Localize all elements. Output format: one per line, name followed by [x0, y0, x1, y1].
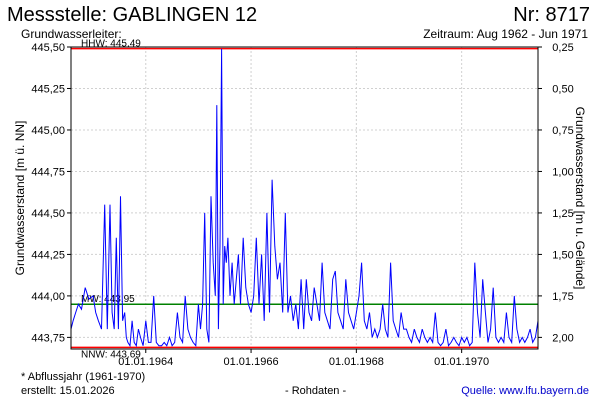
reference-line-label: HHW: 445.49	[81, 39, 141, 50]
right-tick-label: 0,50	[552, 83, 573, 95]
rawdata-label: - Rohdaten -	[285, 385, 347, 397]
left-tick-label: 445,50	[31, 42, 65, 54]
left-tick-label: 444,00	[31, 291, 65, 303]
y-axis-label-right: Grundwasserstand [m u. Gelände]	[573, 107, 587, 290]
left-tick-label: 443,75	[31, 332, 65, 344]
right-tick-label: 1,25	[552, 208, 573, 220]
created-date: erstellt: 15.01.2026	[21, 385, 115, 397]
right-tick-label: 1,00	[552, 166, 573, 178]
right-tick-label: 1,50	[552, 249, 573, 261]
axis-ticks: 443,75 444,00 444,25 444,50 444,75 445,00 445,…	[31, 42, 573, 368]
x-tick-label: 01.01.1970	[434, 356, 489, 368]
footnote: * Abflussjahr (1961-1970)	[21, 371, 146, 383]
left-tick-label: 444,50	[31, 208, 65, 220]
right-tick-label: 2,00	[552, 332, 573, 344]
plot-frame	[70, 46, 539, 350]
aquifer-label: Grundwasserleiter:	[21, 27, 122, 41]
source-link[interactable]: Quelle: www.lfu.bayern.de	[461, 385, 589, 397]
x-tick-label: 01.01.1964	[118, 356, 173, 368]
left-tick-label: 445,25	[31, 83, 65, 95]
left-tick-label: 444,75	[31, 166, 65, 178]
y-axis-label-left: Grundwasserstand [m ü. NN]	[13, 121, 27, 276]
x-tick-label: 01.01.1966	[224, 356, 279, 368]
left-tick-label: 445,00	[31, 125, 65, 137]
page-title: Messstelle: GABLINGEN 12	[7, 4, 258, 26]
left-tick-label: 444,25	[31, 249, 65, 261]
period-label: Zeitraum: Aug 1962 - Jun 1971	[423, 27, 588, 41]
right-tick-label: 1,75	[552, 291, 573, 303]
right-tick-label: 0,25	[552, 42, 573, 54]
series-line	[70, 48, 539, 348]
x-tick-label: 01.01.1968	[329, 356, 384, 368]
reference-line-label: NNW: 443.69	[81, 349, 141, 360]
station-number: Nr: 8717	[513, 4, 590, 26]
right-tick-label: 0,75	[552, 125, 573, 137]
